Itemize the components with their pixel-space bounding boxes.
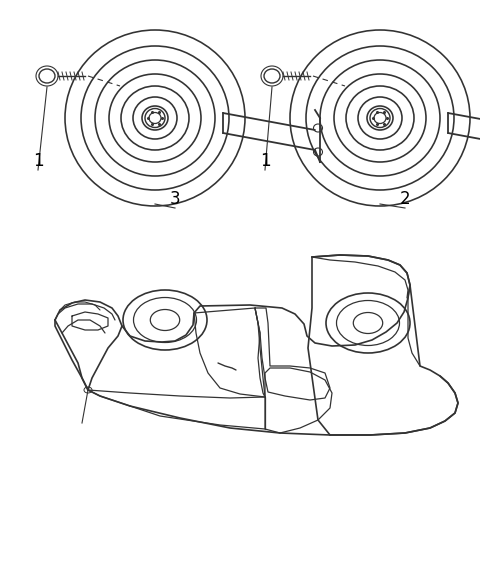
Text: 1: 1 bbox=[33, 152, 43, 170]
Text: 3: 3 bbox=[170, 190, 180, 208]
Text: 1: 1 bbox=[260, 152, 270, 170]
Text: 2: 2 bbox=[400, 190, 410, 208]
